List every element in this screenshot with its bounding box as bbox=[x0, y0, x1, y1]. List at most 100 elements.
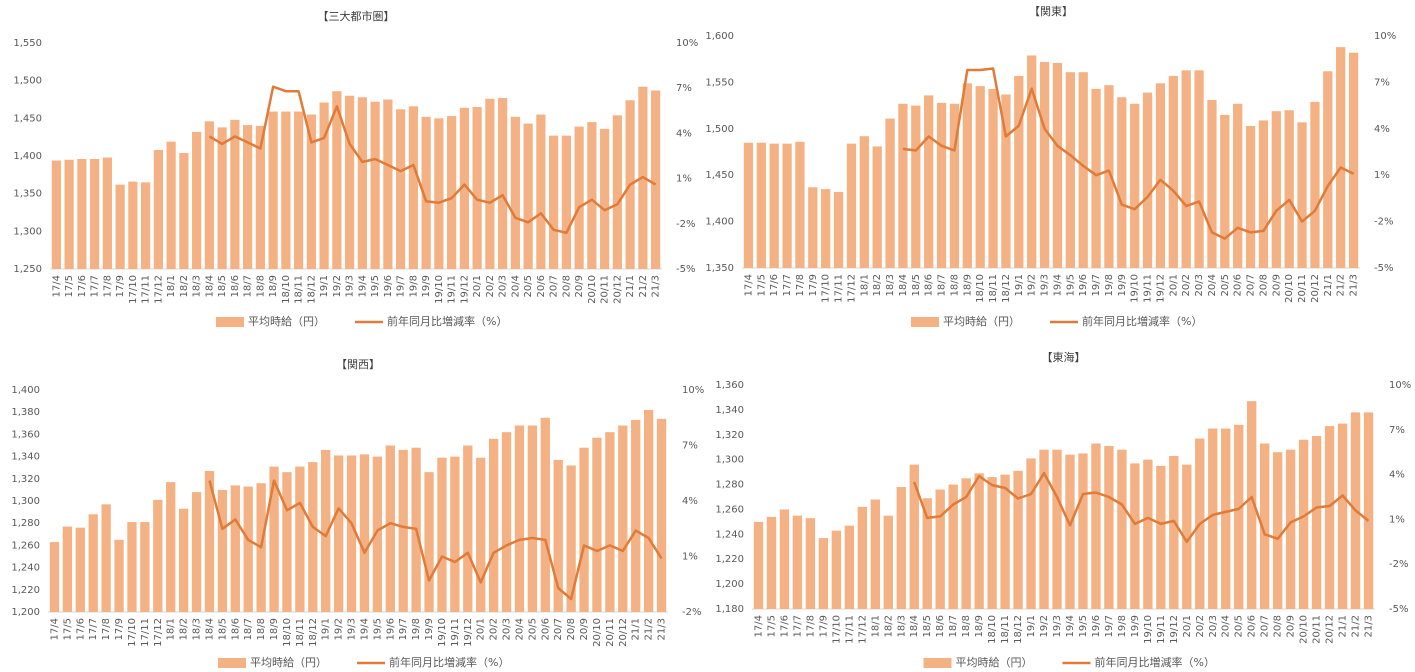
bar bbox=[102, 157, 112, 269]
chart-title: 【三大都市圏】 bbox=[318, 9, 395, 23]
bar bbox=[1221, 428, 1231, 609]
bar bbox=[1182, 464, 1192, 609]
x-tick-label: 19/4 bbox=[359, 618, 370, 640]
bar bbox=[1143, 459, 1153, 609]
x-tick-label: 19/9 bbox=[1117, 274, 1128, 296]
y-tick-label: 1,380 bbox=[11, 407, 40, 418]
bar bbox=[230, 119, 240, 269]
bar bbox=[924, 95, 934, 268]
bar bbox=[269, 466, 279, 612]
bar bbox=[553, 459, 563, 612]
bar bbox=[592, 437, 602, 612]
x-tick-label: 18/2 bbox=[883, 615, 894, 637]
x-tick-label: 18/10 bbox=[975, 274, 986, 303]
bar bbox=[321, 449, 331, 612]
y-tick-label: 1,300 bbox=[11, 496, 40, 507]
bar bbox=[141, 182, 151, 269]
x-tick-label: 18/1 bbox=[166, 618, 177, 640]
x-tick-label: 17/10 bbox=[821, 274, 832, 303]
bar bbox=[549, 135, 559, 269]
bar bbox=[1271, 111, 1281, 268]
x-tick-label: 19/7 bbox=[396, 275, 407, 297]
bar bbox=[255, 125, 265, 269]
bar bbox=[1039, 449, 1049, 609]
y2-tick-label: 7% bbox=[682, 441, 698, 452]
x-tick-label: 18/6 bbox=[230, 275, 241, 297]
bar bbox=[561, 135, 571, 269]
x-tick-label: 19/2 bbox=[1039, 615, 1050, 637]
legend-label: 平均時給（円） bbox=[248, 314, 325, 328]
x-tick-label: 17/9 bbox=[114, 618, 125, 640]
y-tick-label: 1,350 bbox=[13, 189, 42, 200]
x-tick-label: 19/10 bbox=[437, 618, 448, 647]
bar bbox=[643, 409, 654, 612]
y-tick-label: 1,350 bbox=[705, 263, 734, 274]
bar bbox=[434, 118, 444, 269]
legend-label: 前年同月比増減率（%） bbox=[1095, 655, 1215, 669]
x-tick-label: 20/8 bbox=[561, 275, 572, 297]
legend-swatch bbox=[218, 658, 246, 668]
x-tick-label: 18/8 bbox=[256, 618, 267, 640]
bar bbox=[909, 464, 919, 609]
bar bbox=[1324, 426, 1335, 609]
bar bbox=[488, 438, 499, 612]
x-tick-label: 19/11 bbox=[447, 275, 458, 304]
bar bbox=[1065, 72, 1075, 268]
x-tick-label: 20/11 bbox=[605, 618, 616, 647]
bar bbox=[988, 88, 998, 268]
y-tick-label: 1,240 bbox=[11, 563, 40, 574]
x-tick-label: 20/10 bbox=[1284, 274, 1295, 303]
x-tick-label: 20/9 bbox=[1286, 615, 1297, 637]
y2-tick-label: 1% bbox=[676, 174, 692, 185]
y-tick-label: 1,180 bbox=[715, 604, 744, 615]
x-tick-label: 18/4 bbox=[898, 274, 909, 296]
x-tick-label: 21/2 bbox=[638, 275, 649, 297]
bar bbox=[618, 425, 628, 612]
x-tick-label: 20/2 bbox=[1195, 615, 1206, 637]
x-tick-label: 20/5 bbox=[1234, 615, 1245, 637]
x-tick-label: 19/8 bbox=[1104, 274, 1115, 296]
x-tick-label: 20/5 bbox=[523, 275, 534, 297]
bar bbox=[62, 526, 73, 612]
bar bbox=[127, 522, 137, 612]
bar bbox=[859, 136, 869, 268]
legend-label: 平均時給（円） bbox=[943, 314, 1020, 328]
x-tick-label: 20/10 bbox=[587, 275, 598, 304]
bar bbox=[656, 418, 667, 612]
x-tick-label: 17/9 bbox=[818, 615, 829, 637]
x-tick-label: 19/7 bbox=[1104, 615, 1115, 637]
x-tick-label: 20/1 bbox=[472, 275, 483, 297]
bar bbox=[385, 445, 395, 612]
y-tick-label: 1,360 bbox=[11, 429, 40, 440]
bar bbox=[527, 425, 538, 612]
x-tick-label: 18/12 bbox=[308, 618, 319, 647]
x-tick-label: 20/12 bbox=[1325, 615, 1336, 644]
x-tick-label: 18/6 bbox=[924, 274, 935, 296]
x-tick-label: 17/11 bbox=[140, 618, 151, 647]
x-tick-label: 20/9 bbox=[579, 618, 590, 640]
chart-title: 【東海】 bbox=[1042, 350, 1086, 364]
bar bbox=[166, 482, 176, 612]
x-tick-label: 20/1 bbox=[476, 618, 487, 640]
x-tick-label: 19/12 bbox=[463, 618, 474, 647]
bar bbox=[294, 111, 304, 269]
x-tick-label: 19/12 bbox=[1155, 274, 1166, 303]
x-tick-label: 18/3 bbox=[192, 618, 203, 640]
bar bbox=[1000, 474, 1010, 609]
x-tick-label: 18/10 bbox=[282, 618, 293, 647]
legend-label: 前年同月比増減率（%） bbox=[1082, 314, 1202, 328]
bar bbox=[230, 485, 240, 612]
x-tick-label: 19/5 bbox=[370, 275, 381, 297]
y-tick-label: 1,220 bbox=[715, 554, 744, 565]
x-tick-label: 18/1 bbox=[859, 274, 870, 296]
y2-tick-label: 10% bbox=[676, 38, 698, 49]
x-tick-label: 19/11 bbox=[450, 618, 461, 647]
bar bbox=[600, 128, 610, 269]
x-tick-label: 18/1 bbox=[870, 615, 881, 637]
x-tick-label: 20/12 bbox=[618, 618, 629, 647]
x-tick-label: 18/7 bbox=[948, 615, 959, 637]
bar bbox=[243, 125, 253, 269]
bar bbox=[795, 141, 805, 268]
x-tick-label: 17/6 bbox=[779, 615, 790, 637]
